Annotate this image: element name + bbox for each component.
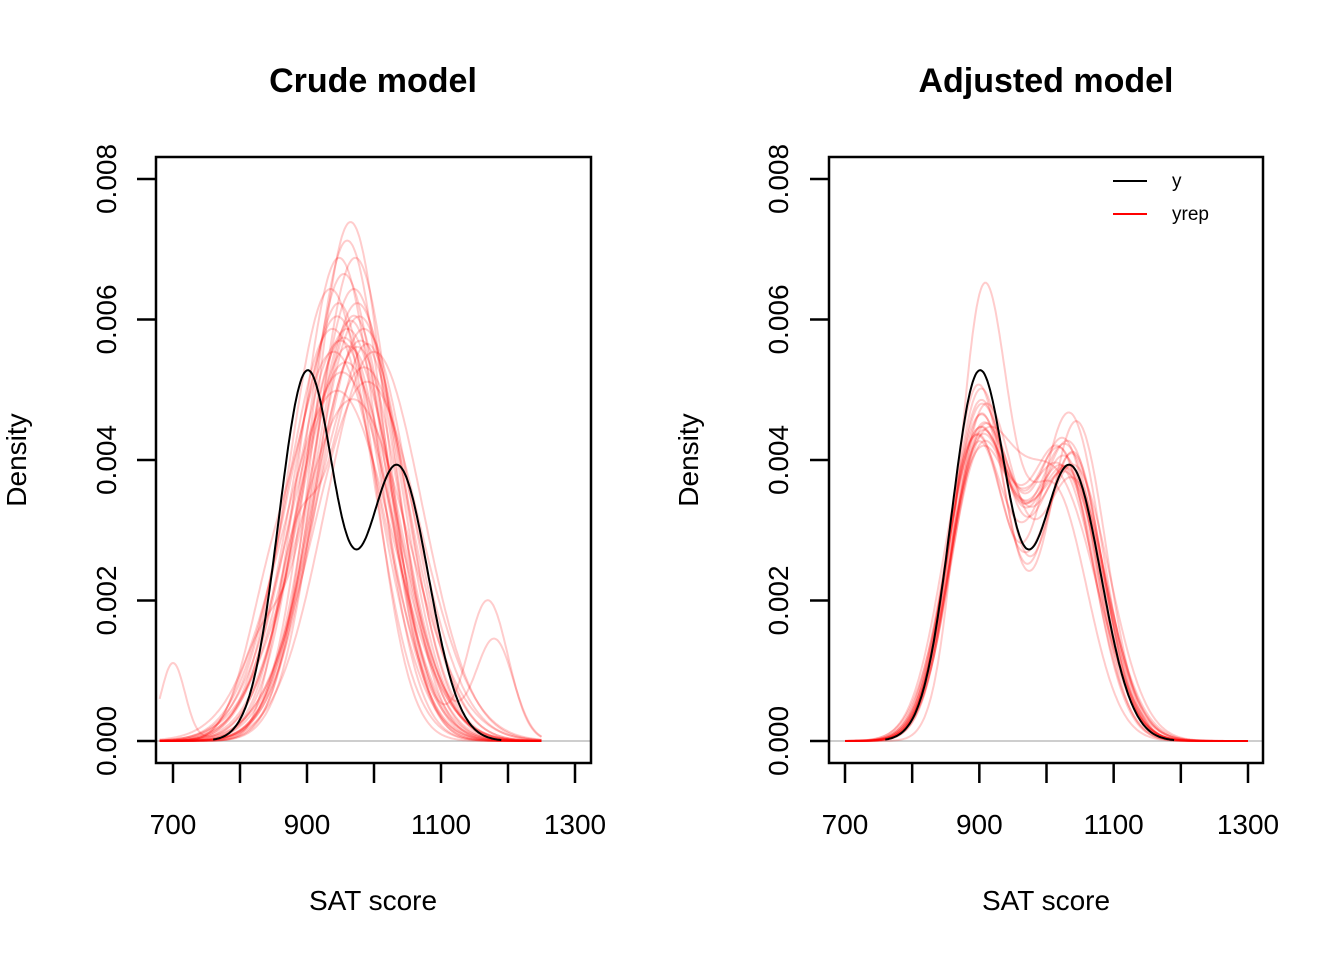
- panel-crude-model: 700 900 1100 1300 0.000 0.002 0.004 0.006 0.008 C…: [1, 62, 606, 916]
- legend: y yrep: [1113, 171, 1209, 225]
- yrep-curve: [159, 350, 542, 742]
- y-tick-label: 0.004: [763, 425, 794, 495]
- yrep-curve: [159, 288, 542, 742]
- yrep-curve: [159, 361, 542, 742]
- chart-title: Adjusted model: [918, 62, 1173, 100]
- yrep-curve: [845, 439, 1248, 742]
- yrep-curve: [159, 221, 542, 742]
- yrep-curve: [159, 256, 542, 742]
- legend-label-y: y: [1172, 171, 1182, 192]
- yrep-curve: [845, 402, 1248, 742]
- x-tick-label: 1100: [1084, 809, 1144, 840]
- yrep-curve: [159, 319, 542, 742]
- x-tick-label: 1300: [1217, 809, 1279, 840]
- yrep-curve: [845, 387, 1248, 742]
- yrep-curve: [845, 432, 1248, 742]
- y-tick-label: 0.008: [763, 144, 794, 214]
- x-tick-label: 1100: [411, 809, 471, 840]
- yrep-curve: [159, 315, 542, 742]
- y-tick-label: 0.004: [91, 425, 122, 495]
- yrep-curve: [159, 314, 543, 742]
- yrep-curve: [159, 350, 542, 742]
- y-observed-curve: [885, 369, 1175, 742]
- x-tick-label: 1300: [544, 809, 606, 840]
- yrep-curve: [844, 425, 1248, 742]
- y-tick-label: 0.002: [91, 565, 122, 635]
- yrep-curve: [159, 371, 542, 742]
- y-tick-label: 0.008: [91, 144, 122, 214]
- y-tick-label: 0.000: [763, 706, 794, 776]
- yrep-curve: [159, 327, 542, 742]
- legend-label-yrep: yrep: [1172, 204, 1209, 225]
- yrep-curve: [159, 366, 542, 742]
- y-axis-label: Density: [673, 413, 704, 506]
- chart-title: Crude model: [269, 62, 477, 100]
- yrep-curve: [845, 383, 1248, 742]
- x-tick-label: 900: [284, 809, 331, 840]
- y-axis-label: Density: [1, 413, 32, 506]
- yrep-curve: [159, 389, 542, 742]
- yrep-curve: [159, 302, 542, 742]
- yrep-curve: [159, 256, 542, 742]
- yrep-curve: [845, 413, 1248, 742]
- yrep-curve: [845, 425, 1248, 742]
- yrep-curve: [159, 380, 542, 742]
- yrep-curve: [845, 426, 1248, 742]
- yrep-curve: [159, 287, 542, 742]
- yrep-curve: [845, 421, 1248, 742]
- yrep-curve: [159, 239, 542, 742]
- yrep-curve: [845, 411, 1248, 742]
- yrep-curve: [845, 412, 1248, 742]
- yrep-curve: [845, 398, 1248, 742]
- y-observed-curve: [212, 369, 502, 742]
- yrep-curve: [159, 327, 542, 742]
- yrep-curve: [159, 339, 542, 742]
- yrep-curve: [159, 302, 542, 742]
- plot-area: [158, 221, 543, 742]
- y-tick-label: 0.006: [91, 284, 122, 354]
- y-tick-label: 0.002: [763, 565, 794, 635]
- x-axis-label: SAT score: [309, 885, 437, 916]
- x-tick-label: 700: [150, 809, 197, 840]
- plot-area: [844, 281, 1248, 742]
- yrep-curve: [159, 398, 542, 742]
- yrep-curve: [158, 336, 542, 742]
- x-tick-label: 900: [956, 809, 1003, 840]
- x-axis-label: SAT score: [982, 885, 1110, 916]
- y-tick-label: 0.006: [763, 284, 794, 354]
- yrep-curve: [845, 444, 1248, 742]
- panel-adjusted-model: 700 900 1100 1300 0.000 0.002 0.004 0.006 0.008 A…: [673, 62, 1279, 916]
- yrep-curve: [159, 327, 542, 742]
- yrep-curve: [845, 281, 1248, 742]
- yrep-curve: [845, 433, 1248, 742]
- x-tick-label: 700: [822, 809, 869, 840]
- yrep-curve: [159, 345, 543, 742]
- y-tick-label: 0.000: [91, 706, 122, 776]
